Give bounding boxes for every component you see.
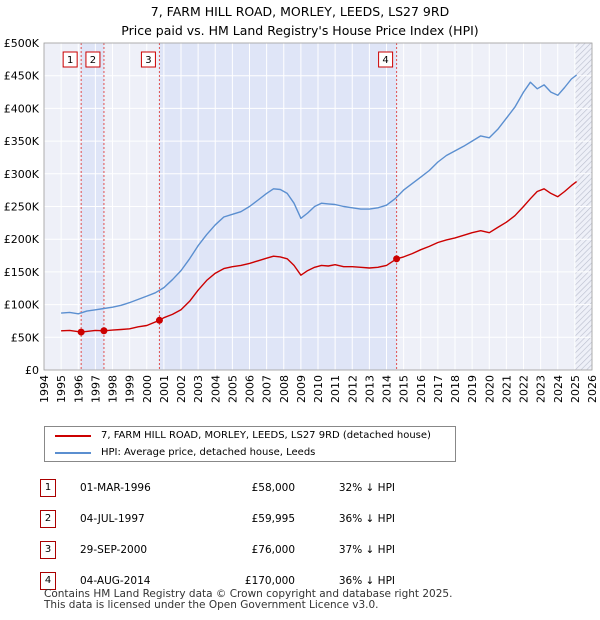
sale-price: £58,000 <box>251 481 295 494</box>
x-tick-label: 2015 <box>398 375 411 403</box>
y-tick-label: £450K <box>4 70 40 83</box>
x-tick-label: 2026 <box>586 375 599 403</box>
sale-number-badge: 2 <box>40 509 56 528</box>
y-tick-label: £50K <box>11 331 40 344</box>
y-tick-label: £500K <box>4 37 40 50</box>
table-row: 2 04-JUL-1997 £59,995 36% ↓ HPI <box>40 503 395 534</box>
sale-price: £170,000 <box>244 574 295 587</box>
legend-swatch-hpi <box>55 451 91 454</box>
x-tick-label: 2005 <box>226 375 239 403</box>
x-tick-label: 2025 <box>569 375 582 403</box>
sale-price: £59,995 <box>251 512 295 525</box>
sale-number-badge: 4 <box>40 571 56 590</box>
price-chart: £0 £50K £100K £150K £200K £250K £300K £350K £400… <box>4 37 599 403</box>
x-tick-label: 2016 <box>415 375 428 403</box>
sale-marker-number: 3 <box>145 55 151 66</box>
x-tick-label: 2008 <box>278 375 291 403</box>
x-tick-label: 2014 <box>381 375 394 403</box>
sale-price: £76,000 <box>251 543 295 556</box>
legend-label-hpi: HPI: Average price, detached house, Leed… <box>101 447 316 458</box>
x-tick-label: 2013 <box>363 375 376 403</box>
legend-label-property: 7, FARM HILL ROAD, MORLEY, LEEDS, LS27 9… <box>101 430 431 441</box>
x-tick-label: 2024 <box>552 375 565 403</box>
sale-marker-number: 4 <box>382 55 388 66</box>
x-tick-label: 2018 <box>449 375 462 403</box>
plot-border <box>43 42 593 371</box>
x-tick-label: 1999 <box>124 375 137 403</box>
table-row: 1 01-MAR-1996 £58,000 32% ↓ HPI <box>40 472 395 503</box>
x-tick-label: 2001 <box>158 375 171 403</box>
sale-hpi-diff: 37% ↓ HPI <box>338 543 395 556</box>
footer-line-2: This data is licensed under the Open Gov… <box>44 599 379 611</box>
x-tick-label: 1995 <box>55 375 68 403</box>
title-line-2: Price paid vs. HM Land Registry's House … <box>121 23 479 38</box>
table-row: 4 04-AUG-2014 £170,000 36% ↓ HPI <box>40 565 395 596</box>
chart-legend: 7, FARM HILL ROAD, MORLEY, LEEDS, LS27 9… <box>44 426 456 462</box>
x-tick-label: 1997 <box>89 375 102 403</box>
x-tick-label: 2006 <box>244 375 257 403</box>
sale-point <box>100 327 108 335</box>
sale-hpi-diff: 32% ↓ HPI <box>338 481 395 494</box>
sale-point <box>155 316 163 324</box>
sale-marker-badge <box>140 51 156 68</box>
sale-date: 04-AUG-2014 <box>80 574 151 587</box>
sale-number-badge: 3 <box>40 540 56 559</box>
y-tick-label: £400K <box>4 102 40 115</box>
sale-hpi-diff: 36% ↓ HPI <box>338 512 395 525</box>
sale-date: 01-MAR-1996 <box>80 481 151 494</box>
sale-marker-number: 1 <box>67 55 73 66</box>
chart-title: 7, FARM HILL ROAD, MORLEY, LEEDS, LS27 9… <box>0 2 600 40</box>
x-tick-label: 2020 <box>483 375 496 403</box>
footer-attribution: Contains HM Land Registry data © Crown c… <box>44 589 452 611</box>
x-tick-label: 2009 <box>295 375 308 403</box>
x-tick-label: 2002 <box>175 375 188 403</box>
y-tick-label: £300K <box>4 168 40 181</box>
y-tick-label: £0 <box>25 364 39 377</box>
y-tick-label: £150K <box>4 266 40 279</box>
x-tick-label: 1994 <box>38 375 51 403</box>
x-tick-label: 2003 <box>192 375 205 403</box>
x-tick-label: 2012 <box>346 375 359 403</box>
y-tick-label: £350K <box>4 135 40 148</box>
x-tick-label: 2017 <box>432 375 445 403</box>
sale-marker-number: 2 <box>90 55 96 66</box>
legend-swatch-property <box>55 434 91 437</box>
y-tick-label: £100K <box>4 299 40 312</box>
x-tick-label: 1998 <box>107 375 120 403</box>
series-line-property <box>61 181 578 333</box>
x-tick-label: 2004 <box>209 375 222 403</box>
legend-item-hpi: HPI: Average price, detached house, Leed… <box>55 444 315 461</box>
x-tick-label: 1996 <box>72 375 85 403</box>
sale-date: 29-SEP-2000 <box>80 543 148 556</box>
sale-number-badge: 1 <box>40 478 56 497</box>
sale-marker-badge <box>62 51 78 68</box>
sale-date: 04-JUL-1997 <box>80 512 145 525</box>
x-tick-label: 2010 <box>312 375 325 403</box>
sale-marker-badge <box>85 51 101 68</box>
x-tick-label: 2022 <box>518 375 531 403</box>
sale-point <box>77 328 85 336</box>
sale-marker-badge <box>378 51 394 68</box>
y-tick-label: £250K <box>4 201 40 214</box>
table-row: 3 29-SEP-2000 £76,000 37% ↓ HPI <box>40 534 395 565</box>
x-tick-label: 2000 <box>141 375 154 403</box>
sales-table: 1 01-MAR-1996 £58,000 32% ↓ HPI 2 04-JUL… <box>40 472 395 596</box>
y-tick-label: £200K <box>4 233 40 246</box>
x-tick-label: 2019 <box>466 375 479 403</box>
series-line-hpi <box>61 74 578 315</box>
x-tick-label: 2007 <box>261 375 274 403</box>
legend-item-property: 7, FARM HILL ROAD, MORLEY, LEEDS, LS27 9… <box>55 427 431 444</box>
sale-point <box>393 255 401 263</box>
footer-line-1: Contains HM Land Registry data © Crown c… <box>44 588 453 600</box>
x-tick-label: 2021 <box>500 375 513 403</box>
x-tick-label: 2023 <box>535 375 548 403</box>
sale-hpi-diff: 36% ↓ HPI <box>338 574 395 587</box>
title-line-1: 7, FARM HILL ROAD, MORLEY, LEEDS, LS27 9… <box>150 4 450 19</box>
x-tick-label: 2011 <box>329 375 342 403</box>
